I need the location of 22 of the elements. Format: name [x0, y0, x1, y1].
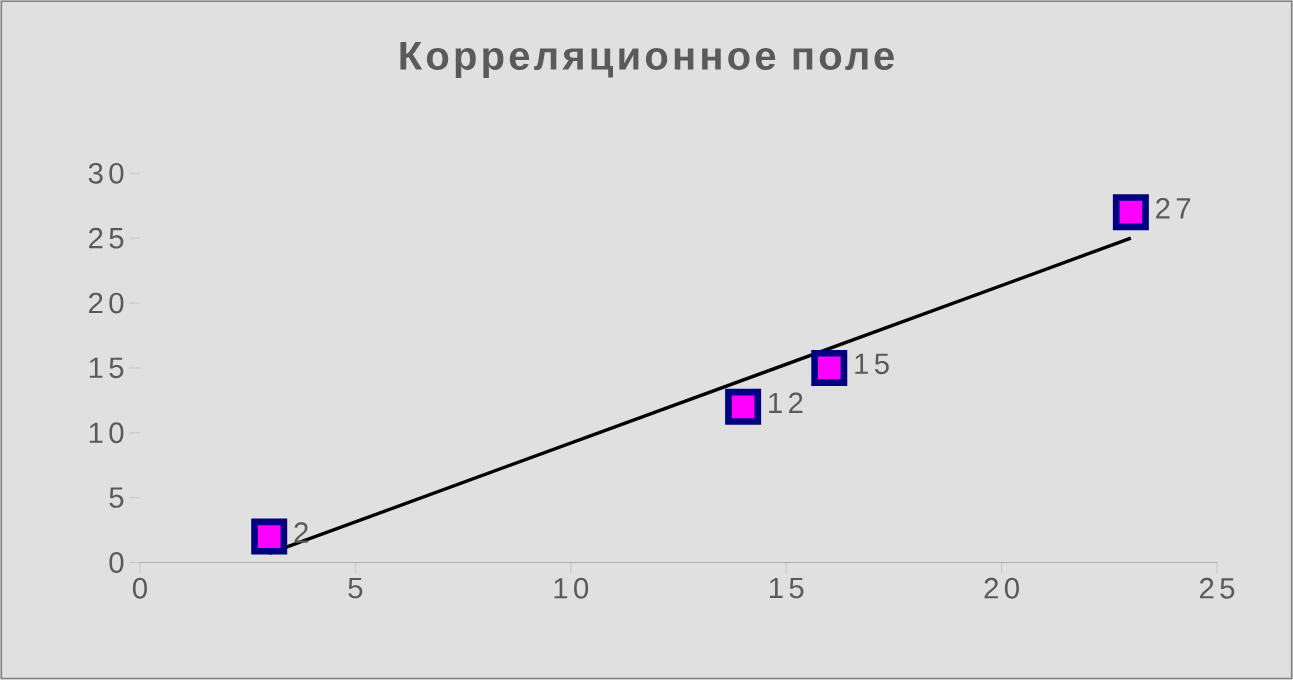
data-label: 15 [855, 353, 889, 375]
x-tick-label: 0 [132, 577, 147, 599]
x-tick-label: 5 [348, 577, 363, 599]
point [251, 518, 288, 555]
x-tick-label: 10 [554, 577, 589, 599]
data-label: 27 [1156, 198, 1191, 219]
y-tick-label: 25 [89, 227, 124, 249]
x-tick-label: 15 [769, 577, 804, 599]
y-tick-label: 10 [89, 422, 124, 444]
x-tick-label: 25 [1200, 577, 1235, 599]
y-tick-label: 30 [88, 162, 124, 184]
x-tick-label: 20 [984, 577, 1019, 599]
chart-title: Корреляционное поле [400, 42, 894, 78]
point [811, 349, 848, 386]
y-tick-label: 15 [89, 357, 124, 379]
data-label: 12 [769, 392, 803, 414]
point [1112, 194, 1149, 231]
y-tick-label: 0 [109, 552, 124, 573]
y-tick-label: 20 [89, 292, 124, 314]
data-label: 2 [294, 522, 308, 543]
y-tick-label: 5 [109, 487, 124, 508]
point [725, 388, 762, 425]
